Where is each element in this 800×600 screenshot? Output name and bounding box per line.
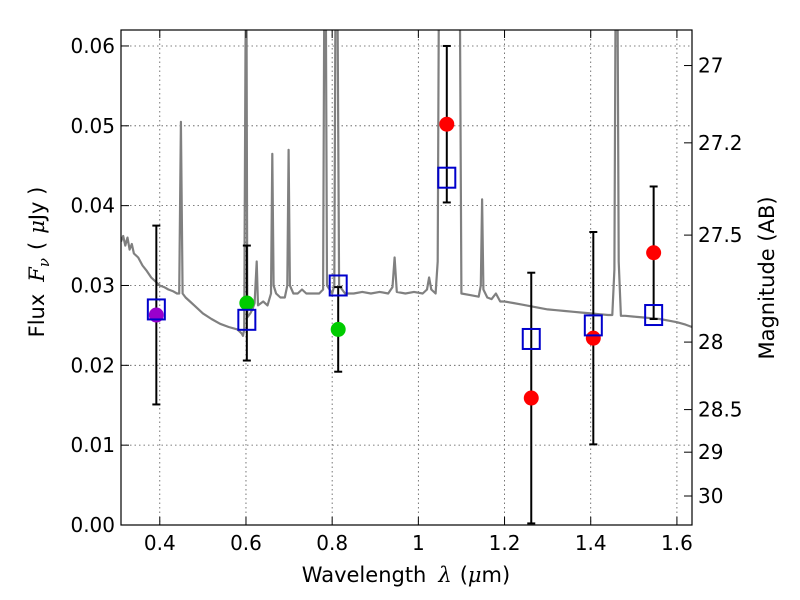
- observed-point: [330, 321, 346, 337]
- y-axis-title-word: Flux: [25, 294, 49, 338]
- model-photometry-box: [644, 304, 664, 327]
- model-photometry-box: [328, 274, 348, 297]
- y2-tick-label: 27: [698, 54, 723, 78]
- y-axis-unit: Jy ): [25, 187, 49, 223]
- y-tick-label: 0.05: [70, 114, 115, 138]
- y2-tick-label: 30: [698, 484, 723, 508]
- model-spectrum-layer: [121, 30, 692, 337]
- y-axis-f: F: [25, 266, 49, 283]
- y-tick-label: 0.04: [70, 194, 115, 218]
- x-tick-label: 1.4: [575, 531, 607, 555]
- y-axis-title: Flux Fν ( μJy ): [25, 187, 53, 338]
- observed-point: [523, 390, 539, 406]
- y2-tick-label: 28.5: [698, 398, 743, 422]
- model-photometry-layer: [146, 166, 664, 350]
- observed-point: [239, 295, 255, 311]
- x-tick-label: 1.2: [489, 531, 521, 555]
- model-photometry-box: [146, 298, 166, 321]
- y-tick-label: 0.06: [70, 34, 115, 58]
- y-tick-label: 0.00: [70, 513, 115, 537]
- x-axis-mu: μ: [468, 563, 482, 587]
- observed-point: [646, 245, 662, 261]
- model-spectrum-line: [121, 30, 692, 337]
- y-tick-label: 0.01: [70, 433, 115, 457]
- x-axis-paren: (: [460, 563, 468, 587]
- y-tick-label: 0.02: [70, 353, 115, 377]
- x-axis-lambda: λ: [437, 563, 451, 587]
- model-photometry-box: [237, 308, 257, 331]
- x-tick-label: 0.4: [144, 531, 176, 555]
- model-photometry-box: [437, 166, 457, 189]
- y2-tick-label: 28: [698, 330, 723, 354]
- x-tick-label: 1: [412, 531, 425, 555]
- x-axis-title: Wavelength λ (μm): [302, 563, 510, 587]
- axis-ticks: 0.4 0.6 0.8 1 1.2 1.4 1.6 0.00 0.01 0.02 0.03 0.04 0…: [70, 30, 743, 555]
- x-axis-unit: m): [482, 563, 511, 587]
- observed-point: [585, 330, 601, 346]
- model-photometry-box: [583, 314, 603, 337]
- plot-background: [121, 30, 692, 525]
- observed-point: [439, 116, 455, 132]
- x-axis-title-word: Wavelength: [302, 563, 427, 587]
- plot-frame: [120, 29, 693, 526]
- x-tick-label: 1.6: [661, 531, 693, 555]
- y-axis-paren: (: [25, 242, 49, 250]
- y2-tick-label: 29: [698, 440, 723, 464]
- y2-axis-title: Magnitude (AB): [755, 196, 779, 359]
- y-axis-mu: μ: [25, 220, 49, 234]
- y-tick-label: 0.03: [70, 273, 115, 297]
- y2-tick-label: 27.5: [698, 223, 743, 247]
- model-photometry-box: [521, 327, 541, 350]
- y-axis-nu: ν: [35, 258, 53, 267]
- x-tick-label: 0.6: [230, 531, 262, 555]
- y2-tick-label: 27.2: [698, 131, 743, 155]
- x-tick-label: 0.8: [316, 531, 348, 555]
